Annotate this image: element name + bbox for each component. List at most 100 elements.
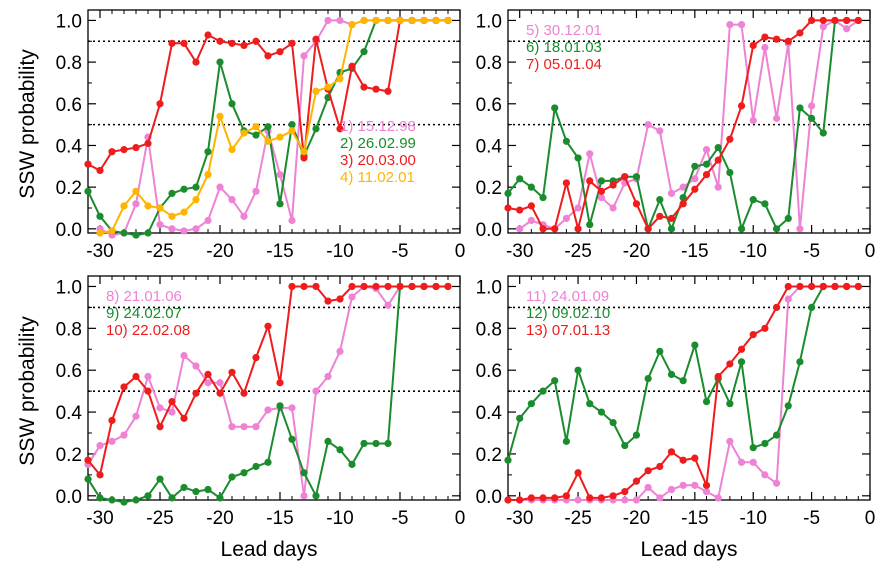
data-point [679, 183, 687, 191]
data-point [702, 398, 711, 406]
data-point [667, 214, 676, 223]
data-point [384, 301, 392, 309]
data-point [586, 177, 594, 185]
data-point [420, 16, 428, 25]
data-point [819, 129, 827, 137]
data-point [180, 185, 188, 193]
data-point [192, 362, 200, 370]
data-point [240, 41, 248, 50]
data-point [632, 200, 641, 208]
data-point [516, 414, 524, 422]
x-tick-label: -20 [206, 241, 233, 262]
data-point [132, 412, 140, 420]
data-point [336, 446, 344, 454]
y-tick-label: 0.0 [476, 487, 502, 508]
data-point [808, 114, 816, 122]
data-point [336, 295, 344, 303]
data-point [360, 83, 368, 91]
data-point [120, 498, 128, 506]
x-tick-label: -30 [506, 508, 533, 529]
x-tick-label: -25 [564, 508, 591, 529]
data-point [621, 496, 629, 504]
data-point [656, 347, 664, 355]
data-point [761, 439, 769, 448]
data-point [597, 494, 606, 502]
data-point [714, 494, 722, 502]
data-point [562, 492, 570, 500]
data-point [784, 402, 792, 410]
data-point [96, 494, 104, 502]
x-tick-label: -5 [803, 508, 820, 529]
data-point [228, 100, 236, 108]
data-point [527, 202, 535, 210]
data-point [384, 439, 392, 448]
data-point [737, 225, 746, 233]
data-point [551, 225, 559, 233]
data-point [819, 16, 827, 25]
data-point [228, 423, 236, 431]
data-point [761, 324, 769, 332]
data-point [216, 37, 224, 45]
data-point [737, 358, 746, 366]
data-point [216, 112, 224, 120]
legend-entry: 13) 07.01.13 [526, 322, 610, 339]
data-point [204, 216, 212, 225]
data-point [360, 439, 368, 448]
data-point [726, 400, 734, 408]
data-point [714, 183, 722, 191]
data-point [180, 483, 188, 492]
data-point [156, 204, 164, 212]
data-point [772, 225, 781, 233]
data-point [562, 179, 570, 187]
data-point [144, 372, 152, 381]
data-point [324, 297, 332, 305]
data-point [252, 37, 260, 45]
data-point [562, 137, 570, 145]
data-point [120, 229, 128, 237]
data-point [527, 400, 535, 408]
data-point [586, 150, 594, 158]
y-tick-label: 0.4 [476, 136, 503, 157]
data-point [132, 200, 140, 208]
data-point [252, 462, 260, 471]
data-point [516, 175, 524, 183]
data-point [276, 200, 284, 208]
data-point [749, 444, 757, 452]
legend-entry: 5) 30.12.01 [526, 22, 602, 39]
legend-entry: 4) 11.02.01 [340, 169, 415, 186]
data-point [527, 494, 535, 502]
data-point [276, 402, 284, 410]
data-point [204, 379, 212, 387]
data-point [204, 370, 212, 378]
data-point [204, 31, 212, 39]
data-point [228, 473, 236, 481]
data-point [714, 143, 722, 152]
plot-frame [507, 9, 871, 234]
data-point [737, 102, 746, 110]
x-tick-label: -10 [326, 508, 353, 529]
data-point [168, 212, 176, 220]
data-point [597, 187, 606, 195]
data-point [714, 156, 722, 164]
data-point [180, 39, 188, 47]
data-point [609, 492, 617, 500]
panel-top-left: -30 -25 -20 -15 -10 -5 0 0.0 0.2 0.4 0.6 0.8 1.0 1) 1… [56, 9, 465, 262]
data-point [108, 496, 116, 504]
data-point [192, 196, 200, 204]
data-point [562, 437, 570, 445]
data-point [679, 456, 687, 464]
legend-entry: 11) 24.01.09 [526, 288, 609, 305]
data-point [444, 282, 452, 291]
x-tick-label: -15 [681, 508, 708, 529]
x-tick-label: -25 [146, 241, 173, 262]
data-point [288, 282, 296, 291]
data-point [408, 16, 416, 25]
data-point [679, 481, 687, 489]
y-tick-label: 0.2 [56, 445, 82, 466]
data-point [854, 282, 862, 291]
data-point [312, 87, 320, 95]
y-tick-label: 0.6 [476, 95, 502, 116]
data-point [679, 193, 687, 202]
data-point [216, 389, 224, 397]
data-point [192, 488, 200, 496]
